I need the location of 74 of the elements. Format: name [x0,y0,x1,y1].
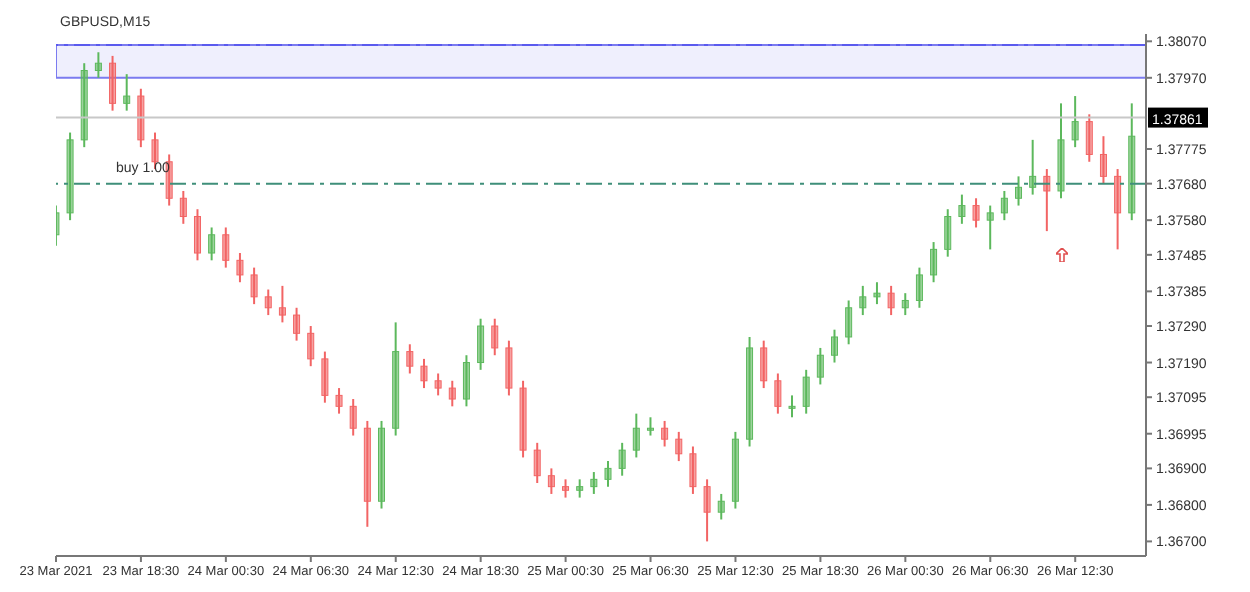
candlestick [986,204,994,251]
candlestick [66,131,74,222]
candlestick [1000,189,1008,222]
candlestick [378,419,386,510]
candlestick [547,467,555,495]
candlestick [94,51,102,79]
candlestick [1029,138,1037,196]
candlestick [307,325,315,368]
candlestick [774,372,782,415]
candlestick [675,430,683,463]
candlestick [1128,102,1136,222]
candlestick [1085,113,1093,163]
candlestick [576,478,584,499]
candlestick [646,416,654,437]
candlestick [590,471,598,495]
candlestick [363,419,371,528]
candlestick [845,299,853,346]
candlestick [477,317,485,371]
candlestick [731,430,739,510]
candlestick [802,368,810,415]
candlestick [179,189,187,225]
candlestick [562,478,570,499]
candlestick [278,284,286,324]
candlestick [137,87,145,149]
candlestick [873,281,881,306]
candlestick [859,284,867,317]
candlestick [250,266,258,306]
candlestick [887,284,895,317]
candlestick [1043,168,1051,233]
candlestick [618,441,626,477]
candlestick [236,252,244,284]
candlestick [264,288,272,317]
candlestick [788,394,796,419]
candlestick [349,398,357,437]
candlestick [958,193,966,225]
candlestick [420,357,428,390]
candlestick [109,54,117,112]
candlestick [1057,102,1065,200]
candlestick [1071,95,1079,149]
candlestick [816,346,824,386]
candlestick [1015,175,1023,207]
candlestick [123,73,131,112]
candlestick [1099,135,1107,185]
candlestick [448,379,456,408]
candlestick [335,387,343,415]
candlestick [972,197,980,229]
candlestick [689,445,697,495]
candlestick [392,321,400,437]
candlestick [208,226,216,262]
candlestick [406,343,414,375]
candlestick [632,412,640,459]
candlestick [1114,168,1122,251]
candlestick [462,354,470,408]
candlestick [519,379,527,459]
candlestick [661,419,669,448]
candlestick [491,317,499,357]
candlestick [703,478,711,543]
candlestick [760,339,768,390]
candlestick [80,62,88,149]
candlestick [901,292,909,317]
candlestick [930,241,938,284]
candlestick [434,372,442,397]
candlestick [944,208,952,258]
candlestick [746,335,754,448]
candlestick [533,441,541,484]
candlestick [505,339,513,397]
candlestick [293,306,301,342]
candlestick [604,460,612,488]
candlestick [222,226,230,269]
candlestick [717,492,725,521]
candlestick [193,208,201,262]
candlestick [915,266,923,309]
candlestick [830,328,838,364]
candlestick [321,350,329,404]
